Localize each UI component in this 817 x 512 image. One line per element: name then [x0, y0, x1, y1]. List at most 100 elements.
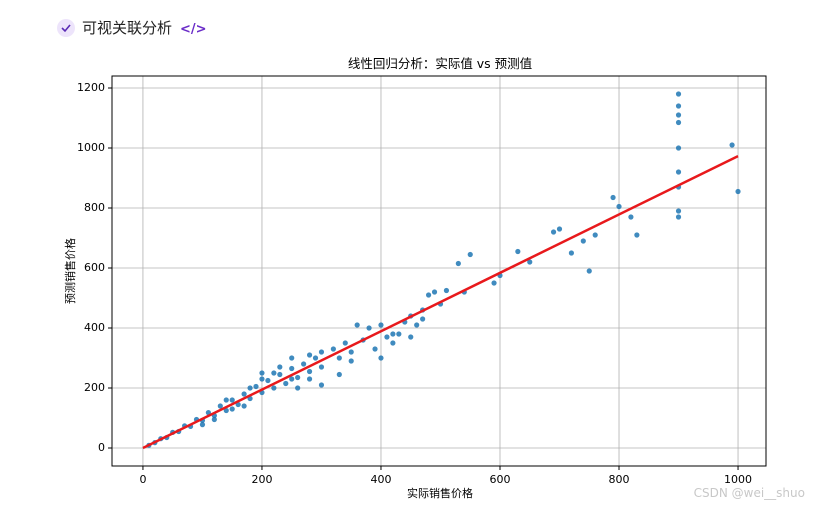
- scatter-point: [568, 250, 575, 256]
- scatter-point: [467, 251, 473, 258]
- y-tick-label: 1000: [77, 141, 105, 154]
- scatter-point: [306, 368, 313, 375]
- scatter-point: [675, 169, 682, 175]
- scatter-point: [306, 352, 313, 358]
- scatter-point: [318, 382, 325, 388]
- scatter-point: [348, 349, 354, 355]
- axes-frame: [111, 75, 767, 467]
- scatter-point: [295, 385, 301, 391]
- scatter-point: [425, 292, 432, 298]
- scatter-point: [336, 355, 342, 361]
- scatter-point: [675, 119, 682, 126]
- x-tick-label: 1000: [724, 473, 752, 486]
- scatter-point: [455, 260, 461, 267]
- check-icon: [57, 19, 75, 37]
- scatter-point: [289, 376, 295, 382]
- scatter-point: [372, 346, 378, 352]
- x-tick-label: 400: [370, 473, 391, 486]
- scatter-point: [675, 214, 682, 220]
- scatter-point: [675, 208, 682, 214]
- code-icon[interactable]: </>: [180, 22, 207, 37]
- scatter-point: [277, 364, 283, 370]
- scatter-point: [306, 376, 313, 382]
- x-tick-label: 600: [489, 473, 510, 486]
- scatter-point: [217, 403, 223, 409]
- x-tick-label: 0: [139, 473, 146, 486]
- scatter-point: [342, 340, 348, 346]
- scatter-point: [199, 422, 206, 428]
- scatter-point: [247, 385, 253, 391]
- scatter-point: [634, 232, 640, 238]
- chart-title: 线性回归分析：实际值 vs 预测值: [348, 56, 532, 71]
- scatter-point: [289, 365, 295, 372]
- scatter-point: [336, 371, 342, 378]
- scatter-point: [318, 349, 325, 355]
- scatter-point: [431, 289, 438, 295]
- scatter-point: [348, 358, 354, 364]
- scatter-point: [628, 214, 634, 220]
- scatter-point: [515, 248, 521, 255]
- scatter-point: [265, 377, 271, 384]
- scatter-point: [390, 331, 396, 337]
- scatter-point: [223, 397, 229, 403]
- scatter-point: [580, 238, 586, 244]
- regression-line: [142, 154, 739, 450]
- scatter-point: [301, 361, 307, 367]
- scatter-point: [283, 380, 289, 387]
- scatter-point: [675, 91, 682, 97]
- scatter-point: [675, 103, 682, 109]
- scatter-point: [229, 397, 235, 403]
- scatter-point: [259, 376, 265, 382]
- scatter-point: [211, 416, 217, 423]
- y-tick-label: 800: [84, 201, 105, 214]
- y-tick-label: 400: [84, 321, 105, 334]
- scatter-point: [318, 364, 325, 370]
- scatter-point: [491, 280, 497, 286]
- scatter-point: [271, 370, 277, 376]
- watermark: CSDN @wei__shuo: [694, 486, 805, 500]
- scatter-point: [259, 370, 265, 376]
- scatter-point: [420, 316, 426, 322]
- y-tick-label: 600: [84, 261, 105, 274]
- y-axis-label: 预测销售价格: [63, 238, 77, 304]
- scatter-point: [378, 322, 384, 328]
- scatter-point: [253, 383, 259, 390]
- scatter-point: [241, 391, 247, 397]
- scatter-point: [277, 371, 283, 378]
- scatter-point: [223, 407, 229, 414]
- scatter-point: [366, 325, 372, 331]
- scatter-point: [592, 232, 598, 238]
- scatter-point: [312, 355, 319, 361]
- scatter-point: [241, 403, 247, 409]
- scatter-point: [735, 188, 741, 195]
- x-axis-label: 实际销售价格: [407, 486, 473, 500]
- scatter-point: [550, 229, 557, 235]
- x-tick-label: 800: [609, 473, 630, 486]
- scatter-point: [289, 355, 295, 361]
- plot: 0 200 400 600 800 1000 0 200 400 600 800 1000 1200: [77, 76, 766, 486]
- scatter-point: [616, 203, 622, 210]
- scatter-point: [556, 226, 563, 232]
- scatter-point: [354, 322, 360, 328]
- y-tick-label: 0: [98, 441, 105, 454]
- scatter-point: [390, 340, 396, 346]
- scatter-point: [384, 334, 390, 340]
- scatter-point: [330, 346, 336, 352]
- scatter-point: [295, 374, 301, 381]
- scatter-point: [610, 194, 616, 201]
- x-tick-label: 200: [251, 473, 272, 486]
- scatter-point: [378, 355, 384, 361]
- scatter-point: [229, 406, 235, 412]
- scatter-point: [396, 331, 402, 337]
- scatter-point: [729, 142, 735, 148]
- scatter-point: [414, 322, 420, 328]
- header-title: 可视关联分析: [82, 19, 172, 37]
- scatter-point: [408, 334, 414, 340]
- check-mark: [61, 24, 71, 33]
- y-tick-label: 1200: [77, 81, 105, 94]
- scatter-point: [443, 287, 450, 294]
- y-tick-label: 200: [84, 381, 105, 394]
- scatter-point: [527, 259, 533, 265]
